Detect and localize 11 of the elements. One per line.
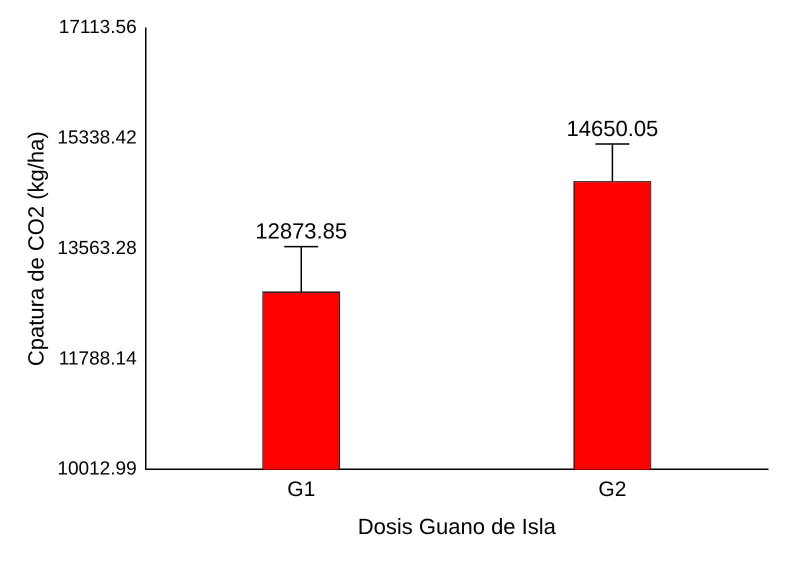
data-label: 12873.85 (255, 218, 348, 244)
x-axis-title: Dosis Guano de Isla (358, 514, 557, 539)
y-tick-label: 10012.99 (57, 458, 137, 480)
x-tick-label: G1 (287, 478, 316, 501)
y-tick-label: 11788.14 (58, 348, 138, 370)
data-label: 14650.05 (566, 116, 658, 142)
y-tick-label: 13563.28 (57, 238, 137, 259)
y-tick-label: 17113.56 (58, 17, 137, 38)
y-axis-title: Cpatura de CO2 (kg/ha) (23, 131, 48, 366)
y-tick-label: 15338.42 (57, 128, 137, 149)
x-tick-label: G2 (598, 478, 626, 501)
